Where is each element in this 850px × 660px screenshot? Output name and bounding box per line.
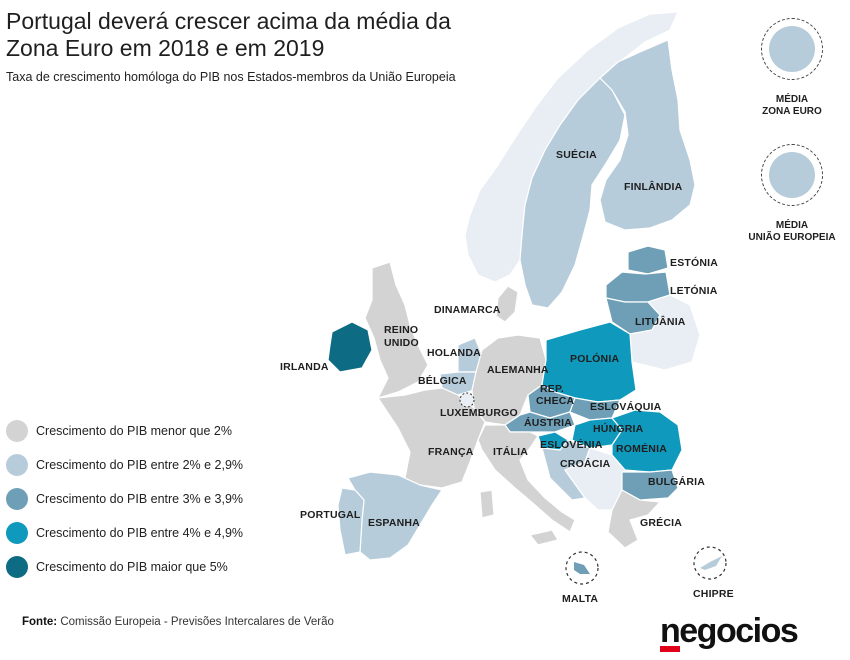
label-estonia: ESTÓNIA [670, 256, 718, 269]
label-austria: ÁUSTRIA [524, 416, 572, 429]
romania-shape [611, 409, 683, 473]
label-hungria: HÚNGRIA [593, 422, 644, 435]
label-irlanda: IRLANDA [280, 361, 329, 373]
label-bulgaria: BULGÁRIA [648, 475, 705, 488]
sicily-shape [529, 529, 559, 546]
sardinia-shape [479, 489, 495, 519]
label-rep-checa-1: REP. [540, 383, 564, 395]
avg-zona-euro-label: MÉDIA ZONA EURO [762, 94, 822, 117]
france-shape [377, 387, 486, 489]
label-grecia: GRÉCIA [640, 516, 682, 529]
finland-shape [599, 39, 696, 231]
label-rep-checa-2: CHECA [536, 395, 575, 407]
legend-label: Crescimento do PIB entre 3% e 3,9% [36, 492, 244, 506]
label-eslovenia: ESLOVÉNIA [540, 438, 603, 451]
avg-uniao-europeia-label: MÉDIA UNIÃO EUROPEIA [748, 220, 836, 243]
legend-item: Crescimento do PIB maior que 5% [6, 550, 243, 584]
label-eslovaquia: ESLOVÁQUIA [590, 400, 662, 413]
legend-label: Crescimento do PIB maior que 5% [36, 560, 228, 574]
label-reino-unido-2: UNIDO [384, 337, 419, 349]
avg-zona-euro-ring [761, 18, 823, 80]
legend-item: Crescimento do PIB entre 4% e 4,9% [6, 516, 243, 550]
belarus-shape [629, 294, 701, 371]
germany-shape [471, 334, 547, 426]
label-suecia: SUÉCIA [556, 148, 597, 161]
legend-swatch [6, 420, 28, 442]
label-malta: MALTA [562, 593, 598, 605]
label-italia: ITÁLIA [493, 445, 528, 458]
avg-zona-euro: MÉDIA ZONA EURO [732, 18, 850, 118]
label-chipre: CHIPRE [693, 588, 734, 600]
label-finlandia: FINLÂNDIA [624, 180, 683, 193]
label-franca: FRANÇA [428, 446, 474, 458]
label-luxemburgo: LUXEMBURGO [440, 407, 518, 419]
ireland-shape [327, 321, 373, 373]
greece-shape [607, 489, 661, 549]
legend-label: Crescimento do PIB entre 4% e 4,9% [36, 526, 244, 540]
portugal-shape [337, 487, 365, 556]
legend-item: Crescimento do PIB entre 2% e 2,9% [6, 448, 243, 482]
label-holanda: HOLANDA [427, 347, 481, 359]
malta-inset [565, 551, 599, 585]
avg-uniao-europeia-ring [761, 144, 823, 206]
map-title: Portugal deverá crescer acima da média d… [6, 8, 451, 61]
label-alemanha: ALEMANHA [487, 364, 549, 376]
negocios-logo: negocios [660, 612, 799, 650]
label-romenia: ROMÉNIA [616, 442, 667, 455]
legend: Crescimento do PIB menor que 2% Crescime… [6, 414, 243, 584]
label-dinamarca: DINAMARCA [434, 304, 501, 316]
legend-label: Crescimento do PIB entre 2% e 2,9% [36, 458, 244, 472]
label-polonia: POLÓNIA [570, 352, 619, 365]
label-lituania: LITUÂNIA [635, 315, 686, 328]
label-letonia: LETÓNIA [670, 284, 718, 297]
legend-swatch [6, 488, 28, 510]
legend-item: Crescimento do PIB menor que 2% [6, 414, 243, 448]
avg-uniao-europeia-dot [769, 152, 815, 198]
luxembourg-marker [459, 392, 475, 408]
denmark-shape [495, 285, 519, 323]
legend-swatch [6, 556, 28, 578]
legend-item: Crescimento do PIB entre 3% e 3,9% [6, 482, 243, 516]
source-text: Comissão Europeia - Previsões Intercalar… [60, 616, 334, 628]
estonia-shape [627, 245, 669, 275]
negocios-logo-bar [660, 646, 680, 652]
legend-swatch [6, 522, 28, 544]
cyprus-inset [693, 546, 727, 580]
label-espanha: ESPANHA [368, 517, 420, 529]
map-subtitle: Taxa de crescimento homóloga do PIB nos … [6, 70, 456, 84]
legend-swatch [6, 454, 28, 476]
label-portugal: PORTUGAL [300, 509, 361, 521]
uk-shape [364, 261, 429, 399]
label-belgica: BÉLGICA [418, 374, 467, 387]
source-note: Fonte: Comissão Europeia - Previsões Int… [22, 616, 334, 628]
source-label: Fonte: [22, 616, 58, 628]
italy-shape [477, 424, 576, 533]
sweden-shape [519, 77, 626, 309]
avg-zona-euro-dot [769, 26, 815, 72]
legend-label: Crescimento do PIB menor que 2% [36, 424, 232, 438]
label-reino-unido-1: REINO [384, 324, 418, 336]
label-croacia: CROÁCIA [560, 457, 611, 470]
avg-uniao-europeia: MÉDIA UNIÃO EUROPEIA [732, 144, 850, 244]
